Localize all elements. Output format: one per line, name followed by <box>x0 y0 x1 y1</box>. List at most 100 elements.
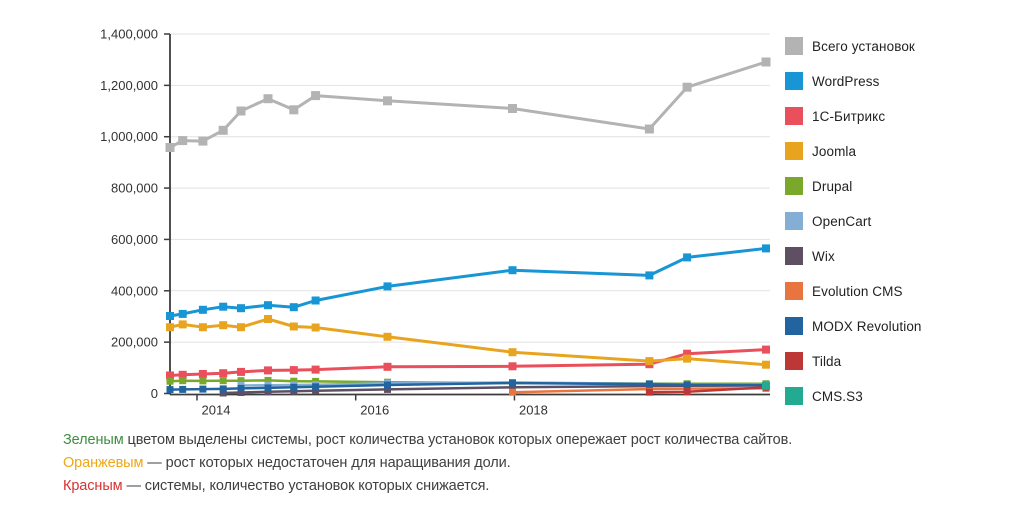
series-marker-wix <box>264 388 272 396</box>
series-marker-total <box>218 125 228 135</box>
footnote-red: Красным — системы, количество установок … <box>63 475 792 498</box>
series-marker-total <box>263 94 273 104</box>
legend-swatch-evolution-cms <box>785 282 803 300</box>
legend-label-modx-revolution: MODX Revolution <box>812 318 922 334</box>
footnote-green-text: цветом выделены системы, рост количества… <box>123 432 793 448</box>
footnote-orange-lead: Оранжевым <box>63 455 144 471</box>
legend-label-total: Всего установок <box>812 38 915 54</box>
legend-label-cms-s3: CMS.S3 <box>812 388 863 404</box>
series-marker-wordpress <box>166 312 174 320</box>
legend-label-wordpress: WordPress <box>812 73 880 89</box>
series-marker-bitrix <box>166 371 174 380</box>
x-axis-label: 2016 <box>360 403 389 418</box>
series-marker-joomla <box>198 323 207 332</box>
series-marker-modx-revolution <box>509 379 516 387</box>
series-marker-joomla <box>178 320 187 329</box>
chart-legend: Всего установок WordPress 1С-Битрикс Joomla… <box>785 37 922 405</box>
series-marker-wordpress <box>645 271 654 280</box>
series-line-wordpress <box>168 246 768 318</box>
series-marker-wordpress <box>762 244 770 253</box>
series-marker-drupal <box>179 377 187 385</box>
series-marker-wordpress <box>289 303 298 312</box>
series-marker-total <box>198 136 208 146</box>
series-marker-total <box>761 57 771 67</box>
legend-swatch-wix <box>785 247 803 265</box>
series-marker-modx-revolution <box>290 383 298 391</box>
series-marker-wix <box>290 387 298 395</box>
series-marker-bitrix <box>683 349 692 358</box>
series-marker-wix <box>219 389 227 397</box>
legend-item-tilda: Tilda <box>785 352 922 370</box>
legend-label-opencart: OpenCart <box>812 213 872 229</box>
series-marker-drupal <box>237 377 245 385</box>
legend-item-modx-revolution: MODX Revolution <box>785 317 922 335</box>
footnote-red-lead: Красным <box>63 478 123 494</box>
legend-item-bitrix: 1С-Битрикс <box>785 107 922 125</box>
x-axis-label: 2014 <box>202 403 231 418</box>
legend-item-cms-s3: CMS.S3 <box>785 387 922 405</box>
series-marker-joomla <box>508 348 517 357</box>
legend-swatch-wordpress <box>785 72 803 90</box>
footnote-green-lead: Зеленым <box>63 432 124 448</box>
legend-label-bitrix: 1С-Битрикс <box>812 108 886 124</box>
series-marker-joomla <box>289 322 298 331</box>
series-marker-total <box>644 124 654 134</box>
x-axis-label: 2018 <box>519 403 548 418</box>
series-marker-total <box>165 143 175 152</box>
series-marker-drupal <box>219 377 227 385</box>
series-marker-bitrix <box>311 365 320 374</box>
series-marker-modx-revolution <box>219 385 227 393</box>
legend-swatch-cms-s3 <box>785 387 803 405</box>
series-marker-bitrix <box>264 366 272 375</box>
legend-label-drupal: Drupal <box>812 178 853 194</box>
legend-item-wordpress: WordPress <box>785 72 922 90</box>
series-marker-joomla <box>762 360 770 369</box>
series-marker-wordpress <box>198 305 207 314</box>
series-marker-drupal <box>199 377 207 385</box>
legend-label-wix: Wix <box>812 248 835 264</box>
series-marker-wix <box>509 383 516 391</box>
series-marker-wordpress <box>178 309 187 318</box>
series-marker-drupal <box>166 377 174 385</box>
series-marker-total <box>178 136 188 146</box>
series-marker-wordpress <box>219 302 228 311</box>
series-marker-wordpress <box>311 296 320 305</box>
series-marker-joomla <box>237 323 245 332</box>
footnote-orange: Оранжевым — рост которых недостаточен дл… <box>63 452 792 475</box>
series-marker-bitrix <box>219 369 228 378</box>
legend-item-total: Всего установок <box>785 37 922 55</box>
series-marker-wix <box>237 389 245 396</box>
legend-item-opencart: OpenCart <box>785 212 922 230</box>
series-marker-joomla <box>645 357 654 366</box>
series-line-wix <box>221 384 768 395</box>
series-marker-joomla <box>264 315 272 323</box>
series-marker-total <box>236 106 246 116</box>
series-marker-bitrix <box>383 362 392 371</box>
legend-label-tilda: Tilda <box>812 353 842 369</box>
series-marker-bitrix <box>508 362 517 371</box>
legend-item-joomla: Joomla <box>785 142 922 160</box>
legend-item-wix: Wix <box>785 247 922 265</box>
y-axis-label: 0 <box>151 386 158 401</box>
legend-item-evolution-cms: Evolution CMS <box>785 282 922 300</box>
cms-installations-line-chart: 0 200,000 400,000 600,000 800,000 1,000,000 1,… <box>100 27 771 418</box>
series-marker-joomla <box>311 323 320 332</box>
footnote-orange-text: — рост которых недостаточен для наращива… <box>143 455 511 471</box>
series-marker-wix <box>312 387 320 395</box>
series-marker-joomla <box>683 354 692 363</box>
series-marker-cms-s3 <box>762 381 770 390</box>
series-line-bitrix <box>168 348 768 377</box>
legend-label-evolution-cms: Evolution CMS <box>812 283 903 299</box>
legend-item-drupal: Drupal <box>785 177 922 195</box>
y-axis-label: 200,000 <box>111 335 158 350</box>
series-marker-modx-revolution <box>312 383 320 391</box>
series-marker-wordpress <box>237 304 245 313</box>
series-marker-tilda <box>645 388 653 396</box>
legend-label-joomla: Joomla <box>812 143 857 159</box>
series-marker-bitrix <box>198 370 207 378</box>
footnote-red-text: — системы, количество установок которых … <box>122 478 490 494</box>
series-marker-wordpress <box>383 282 392 291</box>
y-axis-label: 1,400,000 <box>100 27 158 42</box>
series-marker-bitrix <box>178 370 187 379</box>
